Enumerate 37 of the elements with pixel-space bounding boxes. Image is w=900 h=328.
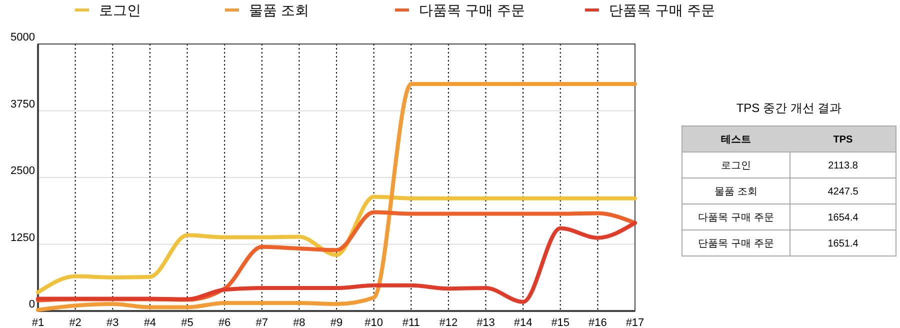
legend-label: 로그인 xyxy=(99,2,141,18)
data-label: 1654.4 xyxy=(828,212,859,224)
y-tick-label: 1250 xyxy=(10,232,35,244)
x-tick-label: #4 xyxy=(144,317,156,328)
x-tick-label: #14 xyxy=(514,317,532,328)
x-tick-label: #17 xyxy=(626,317,644,328)
x-tick-label: #8 xyxy=(293,317,306,328)
data-label: 1651.4 xyxy=(828,238,859,250)
y-tick-label: 0 xyxy=(28,298,35,311)
x-tick-label: #11 xyxy=(402,317,420,328)
legend-label: 단품목 구매 주문 xyxy=(609,2,715,18)
x-tick-label: #1 xyxy=(32,317,44,328)
category-label: 물품 조회 xyxy=(714,186,758,198)
text: TPS 중간 개선 결과 xyxy=(736,101,842,115)
x-tick-label: #5 xyxy=(181,317,194,328)
data-label: 2113.8 xyxy=(828,160,858,172)
category-label: 로그인 xyxy=(721,160,751,172)
y-tick-label: 2500 xyxy=(10,165,35,178)
x-tick-label: #10 xyxy=(364,317,383,328)
y-tick-label: 3750 xyxy=(10,98,35,110)
x-tick-label: #13 xyxy=(476,317,495,328)
x-tick-label: #15 xyxy=(551,317,570,328)
legend-label: 물품 조회 xyxy=(249,2,309,18)
x-tick-label: #2 xyxy=(69,317,82,328)
category-label: 다품목 구매 주문 xyxy=(698,212,774,224)
x-tick-label: #3 xyxy=(106,317,119,328)
text: TPS xyxy=(833,134,854,146)
x-tick-label: #6 xyxy=(218,317,231,328)
category-label: 단품목 구매 주문 xyxy=(698,238,774,250)
legend-label: 다품목 구매 주문 xyxy=(419,2,525,18)
x-tick-label: #16 xyxy=(588,317,607,328)
x-tick-label: #9 xyxy=(330,317,343,328)
text: 테스트 xyxy=(721,134,751,146)
y-tick-label: 5000 xyxy=(10,32,35,44)
x-tick-label: #7 xyxy=(256,317,268,328)
x-tick-label: #12 xyxy=(439,317,458,328)
data-label: 4247.5 xyxy=(828,186,859,198)
